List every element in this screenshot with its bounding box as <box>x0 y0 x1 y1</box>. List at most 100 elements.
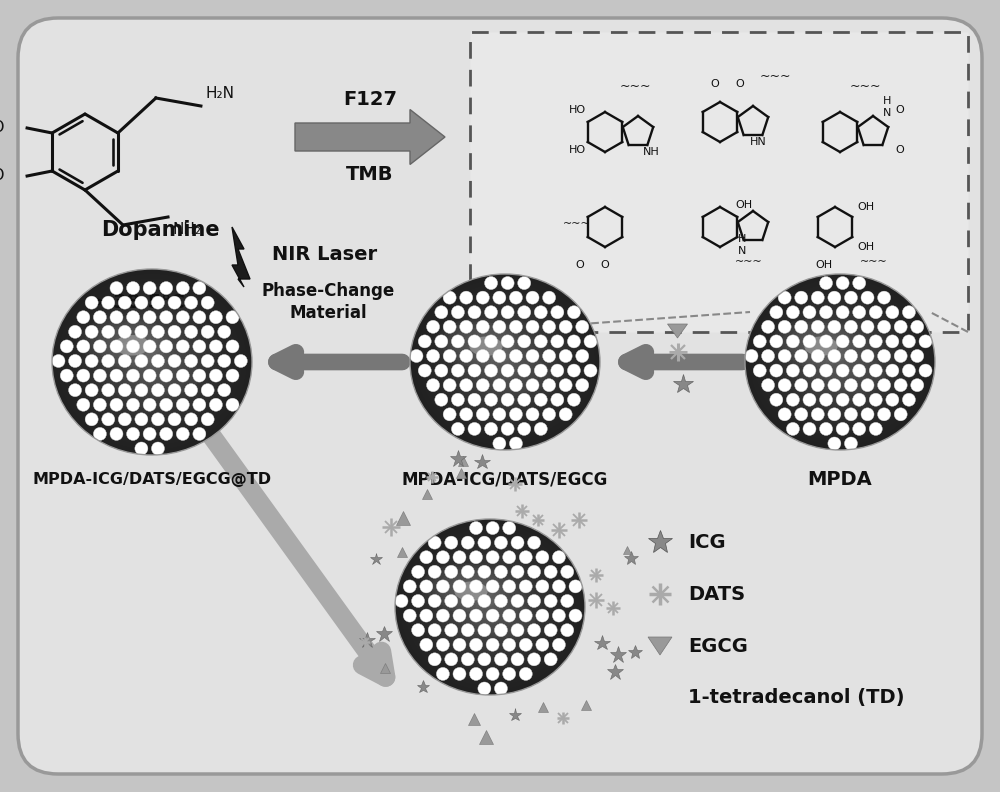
Circle shape <box>460 291 473 304</box>
Circle shape <box>468 306 481 318</box>
Circle shape <box>902 364 915 377</box>
Circle shape <box>453 668 466 680</box>
Circle shape <box>519 550 532 564</box>
Ellipse shape <box>424 546 556 668</box>
Ellipse shape <box>496 353 514 371</box>
Circle shape <box>102 355 115 367</box>
Circle shape <box>85 413 98 426</box>
Circle shape <box>836 364 849 377</box>
Text: NIR Laser: NIR Laser <box>272 245 377 264</box>
Text: HO: HO <box>0 120 5 135</box>
Circle shape <box>770 394 783 406</box>
Circle shape <box>494 565 507 578</box>
Circle shape <box>428 595 441 607</box>
Circle shape <box>168 383 181 397</box>
Circle shape <box>127 281 140 295</box>
Circle shape <box>811 349 824 363</box>
Circle shape <box>485 276 498 290</box>
Circle shape <box>534 335 547 348</box>
Circle shape <box>844 291 857 304</box>
Ellipse shape <box>62 278 242 446</box>
Text: H₂N: H₂N <box>206 86 235 101</box>
Ellipse shape <box>477 336 534 388</box>
Ellipse shape <box>447 567 533 646</box>
Text: MPDA-ICG/DATS/EGCG@TD: MPDA-ICG/DATS/EGCG@TD <box>32 472 272 487</box>
Circle shape <box>501 422 514 436</box>
Circle shape <box>494 653 507 666</box>
Circle shape <box>811 320 824 333</box>
Text: ~~~: ~~~ <box>563 219 591 229</box>
Circle shape <box>745 349 758 363</box>
Ellipse shape <box>57 274 247 451</box>
Text: TMB: TMB <box>346 165 394 184</box>
Text: O: O <box>601 260 609 270</box>
Circle shape <box>77 310 90 324</box>
Circle shape <box>869 422 882 436</box>
Circle shape <box>503 522 516 535</box>
Circle shape <box>102 383 115 397</box>
Circle shape <box>902 306 915 318</box>
Ellipse shape <box>107 320 197 404</box>
Text: ~~~: ~~~ <box>860 257 888 267</box>
Ellipse shape <box>140 357 200 394</box>
Ellipse shape <box>426 566 501 609</box>
Circle shape <box>428 536 441 549</box>
Circle shape <box>569 580 582 593</box>
Circle shape <box>445 565 458 578</box>
Circle shape <box>795 379 808 392</box>
Text: HN: HN <box>750 137 767 147</box>
Ellipse shape <box>494 358 551 393</box>
Circle shape <box>69 326 82 338</box>
Ellipse shape <box>424 287 586 437</box>
Circle shape <box>528 653 541 666</box>
Circle shape <box>460 320 473 333</box>
Circle shape <box>427 379 440 392</box>
Ellipse shape <box>85 319 163 364</box>
Circle shape <box>160 340 173 353</box>
Ellipse shape <box>829 358 886 393</box>
Ellipse shape <box>480 598 500 616</box>
Text: HO: HO <box>568 145 586 155</box>
Circle shape <box>543 349 556 363</box>
FancyArrow shape <box>295 109 445 165</box>
Circle shape <box>534 394 547 406</box>
Circle shape <box>869 364 882 377</box>
Circle shape <box>135 296 148 309</box>
Circle shape <box>861 379 874 392</box>
Circle shape <box>551 394 564 406</box>
Circle shape <box>485 422 498 436</box>
Circle shape <box>110 428 123 440</box>
Circle shape <box>102 413 115 426</box>
Circle shape <box>485 394 498 406</box>
Circle shape <box>185 296 198 309</box>
Circle shape <box>820 422 833 436</box>
Ellipse shape <box>797 322 883 402</box>
Ellipse shape <box>804 337 838 356</box>
Polygon shape <box>232 227 250 287</box>
Circle shape <box>85 355 98 367</box>
Circle shape <box>803 422 816 436</box>
Circle shape <box>118 326 131 338</box>
Circle shape <box>803 335 816 348</box>
Circle shape <box>185 413 198 426</box>
Circle shape <box>844 379 857 392</box>
Circle shape <box>461 653 474 666</box>
Circle shape <box>418 364 431 377</box>
Circle shape <box>412 595 425 607</box>
Circle shape <box>135 442 148 455</box>
Circle shape <box>60 369 73 382</box>
Circle shape <box>551 306 564 318</box>
Ellipse shape <box>500 358 510 367</box>
Circle shape <box>428 653 441 666</box>
Circle shape <box>412 565 425 578</box>
Circle shape <box>168 296 181 309</box>
Circle shape <box>584 335 597 348</box>
Circle shape <box>795 291 808 304</box>
Ellipse shape <box>96 326 152 357</box>
Ellipse shape <box>774 300 906 424</box>
Circle shape <box>118 413 131 426</box>
Circle shape <box>853 394 866 406</box>
Circle shape <box>836 394 849 406</box>
Text: H
N: H N <box>883 96 891 118</box>
Circle shape <box>193 310 206 324</box>
